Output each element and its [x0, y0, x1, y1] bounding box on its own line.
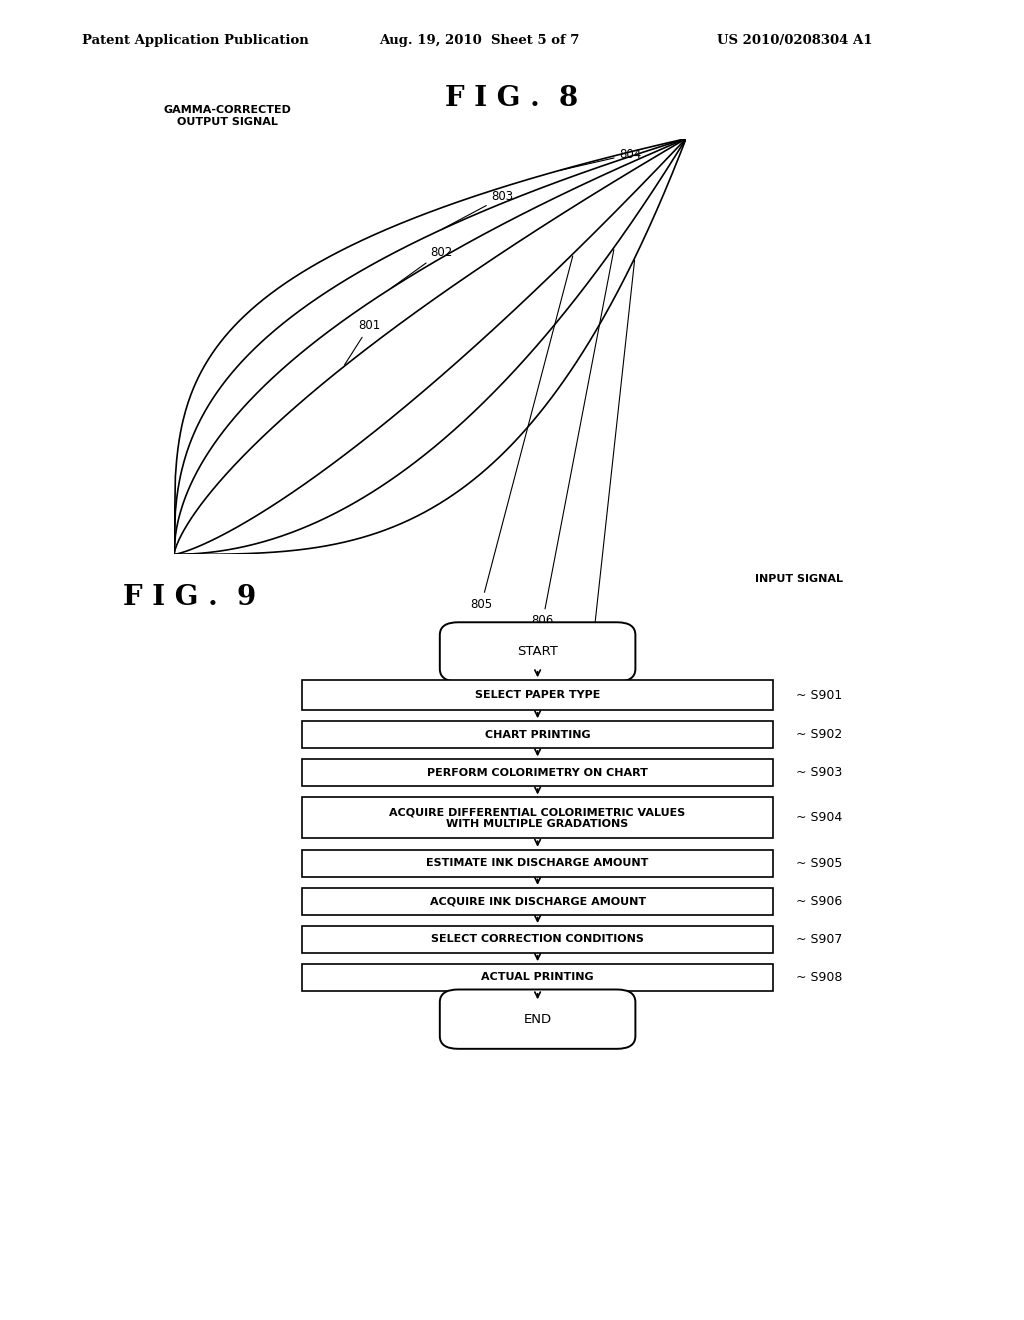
FancyBboxPatch shape: [302, 721, 773, 748]
Text: SELECT CORRECTION CONDITIONS: SELECT CORRECTION CONDITIONS: [431, 935, 644, 944]
Text: END: END: [523, 1012, 552, 1026]
Text: F I G .  9: F I G . 9: [123, 583, 256, 611]
Text: 805: 805: [470, 256, 572, 611]
FancyBboxPatch shape: [302, 888, 773, 915]
Text: Aug. 19, 2010  Sheet 5 of 7: Aug. 19, 2010 Sheet 5 of 7: [379, 33, 580, 46]
Text: ACTUAL PRINTING: ACTUAL PRINTING: [481, 973, 594, 982]
Text: ~ S908: ~ S908: [796, 972, 842, 983]
FancyBboxPatch shape: [440, 990, 635, 1049]
Text: 801: 801: [344, 319, 381, 364]
Text: ~ S904: ~ S904: [796, 812, 842, 825]
FancyBboxPatch shape: [302, 680, 773, 710]
Text: GAMMA-CORRECTED
OUTPUT SIGNAL: GAMMA-CORRECTED OUTPUT SIGNAL: [164, 106, 292, 127]
FancyBboxPatch shape: [440, 622, 635, 681]
Text: PERFORM COLORIMETRY ON CHART: PERFORM COLORIMETRY ON CHART: [427, 768, 648, 777]
Text: ACQUIRE DIFFERENTIAL COLORIMETRIC VALUES
WITH MULTIPLE GRADATIONS: ACQUIRE DIFFERENTIAL COLORIMETRIC VALUES…: [389, 807, 686, 829]
Text: ~ S901: ~ S901: [796, 689, 842, 701]
Text: ~ S907: ~ S907: [796, 933, 842, 946]
Text: ~ S905: ~ S905: [796, 857, 842, 870]
Text: 804: 804: [561, 148, 642, 170]
Text: ~ S903: ~ S903: [796, 766, 842, 779]
Text: ESTIMATE INK DISCHARGE AMOUNT: ESTIMATE INK DISCHARGE AMOUNT: [426, 858, 649, 869]
Text: 803: 803: [442, 190, 514, 228]
Text: INPUT SIGNAL: INPUT SIGNAL: [755, 574, 843, 585]
Text: Patent Application Publication: Patent Application Publication: [82, 33, 308, 46]
FancyBboxPatch shape: [302, 850, 773, 876]
Text: 806: 806: [531, 249, 613, 627]
Text: 807: 807: [583, 260, 635, 640]
FancyBboxPatch shape: [302, 797, 773, 838]
Text: US 2010/0208304 A1: US 2010/0208304 A1: [717, 33, 872, 46]
FancyBboxPatch shape: [302, 964, 773, 991]
Text: CHART PRINTING: CHART PRINTING: [484, 730, 591, 739]
Text: SELECT PAPER TYPE: SELECT PAPER TYPE: [475, 690, 600, 700]
Text: 802: 802: [391, 246, 453, 288]
FancyBboxPatch shape: [302, 925, 773, 953]
FancyBboxPatch shape: [302, 759, 773, 787]
Text: ~ S902: ~ S902: [796, 729, 842, 741]
Text: ACQUIRE INK DISCHARGE AMOUNT: ACQUIRE INK DISCHARGE AMOUNT: [429, 896, 646, 907]
Text: F I G .  8: F I G . 8: [445, 84, 579, 112]
Text: ~ S906: ~ S906: [796, 895, 842, 908]
Text: START: START: [517, 645, 558, 659]
